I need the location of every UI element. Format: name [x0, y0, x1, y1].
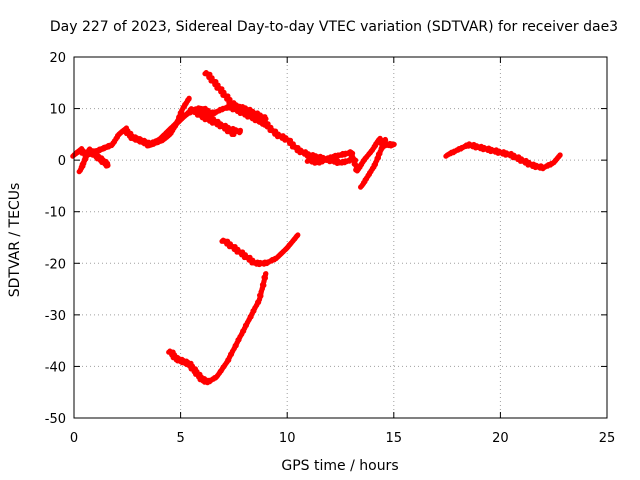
y-tick-label: -30 — [45, 309, 66, 324]
series-track-neg-right — [219, 232, 301, 268]
y-tick-label: 0 — [58, 154, 66, 169]
y-tick-label: -40 — [45, 360, 66, 375]
x-tick-label: 10 — [279, 431, 296, 446]
series-track-night — [443, 141, 563, 172]
axis-ticks: 0 5 10 15 20 25 20 10 0 -10 -20 -30 -40 -50 — [45, 51, 616, 446]
series-track-decay — [230, 106, 354, 166]
series-track-evening-drop — [358, 136, 389, 190]
x-tick-label: 0 — [70, 431, 78, 446]
data-point — [391, 141, 397, 147]
data-point — [186, 95, 192, 101]
y-tick-label: 10 — [49, 103, 66, 118]
series-track-early-dip — [76, 146, 111, 175]
x-tick-label: 20 — [492, 431, 509, 446]
data-point — [557, 152, 563, 158]
data-point — [236, 130, 243, 136]
data-point — [105, 163, 111, 169]
plot-frame — [73, 56, 608, 419]
data-point — [262, 271, 269, 277]
x-tick-label: 5 — [176, 431, 184, 446]
x-tick-label: 15 — [386, 431, 403, 446]
data-point — [382, 136, 388, 143]
grid-lines — [74, 57, 607, 418]
chart-title: Day 227 of 2023, Sidereal Day-to-day VTE… — [50, 19, 618, 35]
y-tick-label: 20 — [49, 51, 66, 66]
y-tick-label: -50 — [45, 412, 66, 427]
x-axis-label: GPS time / hours — [281, 458, 398, 474]
x-tick-label: 25 — [599, 431, 616, 446]
series-track-hump — [172, 105, 243, 136]
y-tick-label: -10 — [45, 206, 66, 221]
y-axis-label: SDTVAR / TECUs — [7, 183, 23, 298]
series-track-evening — [304, 135, 397, 174]
data-series — [70, 70, 563, 386]
series-track-neg-left — [166, 271, 269, 386]
data-point — [294, 233, 300, 239]
y-tick-label: -20 — [45, 257, 66, 272]
